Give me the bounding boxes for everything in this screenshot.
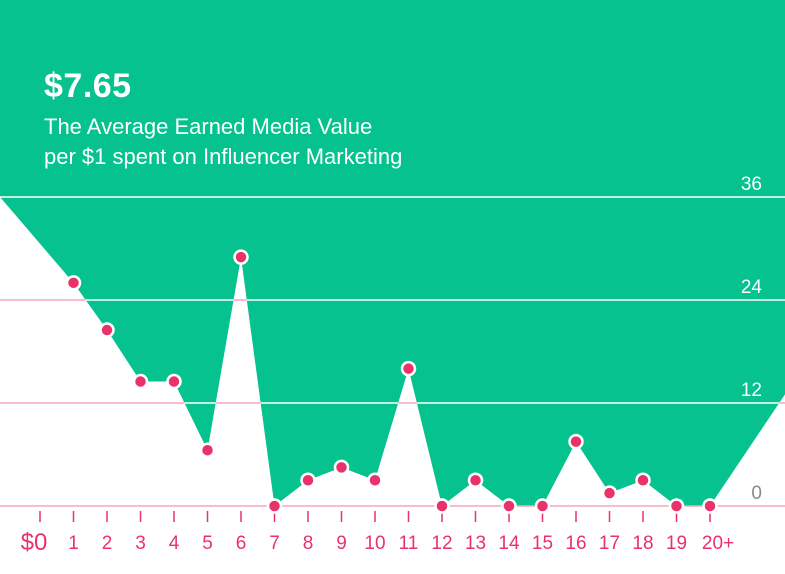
data-point-14 — [501, 498, 517, 514]
x-label-13: 13 — [465, 533, 486, 554]
data-point-11 — [400, 360, 417, 377]
data-point-20+ — [702, 498, 718, 514]
x-label-16: 16 — [565, 533, 586, 554]
x-label-19: 19 — [666, 533, 687, 554]
x-label-15: 15 — [532, 533, 553, 554]
x-axis-ticks — [39, 511, 711, 522]
data-point-19 — [668, 498, 685, 514]
x-label-12: 12 — [431, 533, 452, 554]
x-label-18: 18 — [632, 533, 653, 554]
x-label-20: 20+ — [702, 533, 734, 554]
x-axis-labels: $0 1 2 3 4 5 6 7 8 9 10 11 12 13 14 15 16 17 18 19 20+ — [21, 529, 734, 556]
data-point-8 — [300, 472, 316, 488]
data-point-6 — [233, 249, 249, 265]
x-label-6: 6 — [236, 533, 247, 554]
data-point-2 — [99, 322, 115, 338]
data-points — [65, 249, 718, 514]
x-label-4: 4 — [169, 533, 180, 554]
data-point-12 — [434, 498, 450, 514]
x-label-11: 11 — [399, 533, 419, 554]
y-axis-labels: 0 12 24 36 — [741, 174, 763, 504]
x-label-10: 10 — [364, 533, 385, 554]
earned-media-value: $7.65 — [44, 67, 132, 105]
gridlines — [0, 196, 785, 507]
x-label-2: 2 — [102, 533, 113, 554]
x-label-8: 8 — [303, 533, 314, 554]
x-label-5: 5 — [202, 533, 213, 554]
data-point-3 — [132, 373, 149, 390]
data-point-10 — [367, 472, 383, 488]
data-point-17 — [601, 485, 618, 501]
data-point-4 — [166, 373, 182, 390]
x-label-17: 17 — [599, 533, 620, 554]
data-point-9 — [333, 459, 350, 476]
data-point-7 — [266, 498, 283, 514]
subtitle-line-1: The Average Earned Media Value — [44, 114, 373, 139]
data-point-18 — [635, 472, 651, 488]
data-point-1 — [65, 275, 82, 291]
data-point-16 — [568, 433, 584, 450]
x-label-1: 1 — [68, 533, 79, 554]
y-tick-label-36: 36 — [741, 174, 762, 195]
data-point-13 — [467, 472, 484, 488]
data-point-5 — [199, 442, 216, 458]
x-label-14: 14 — [498, 533, 520, 554]
x-label-0: $0 — [21, 529, 48, 556]
x-label-9: 9 — [336, 533, 347, 554]
headline: $7.65 The Average Earned Media Value per… — [44, 66, 402, 172]
x-label-3: 3 — [135, 533, 146, 554]
y-tick-label-24: 24 — [741, 277, 763, 298]
distribution-area — [0, 197, 785, 574]
y-tick-label-12: 12 — [741, 380, 762, 401]
data-point-15 — [534, 498, 551, 514]
y-tick-label-0: 0 — [751, 483, 762, 504]
subtitle-line-2: per $1 spent on Influencer Marketing — [44, 144, 403, 169]
x-label-7: 7 — [269, 533, 280, 554]
